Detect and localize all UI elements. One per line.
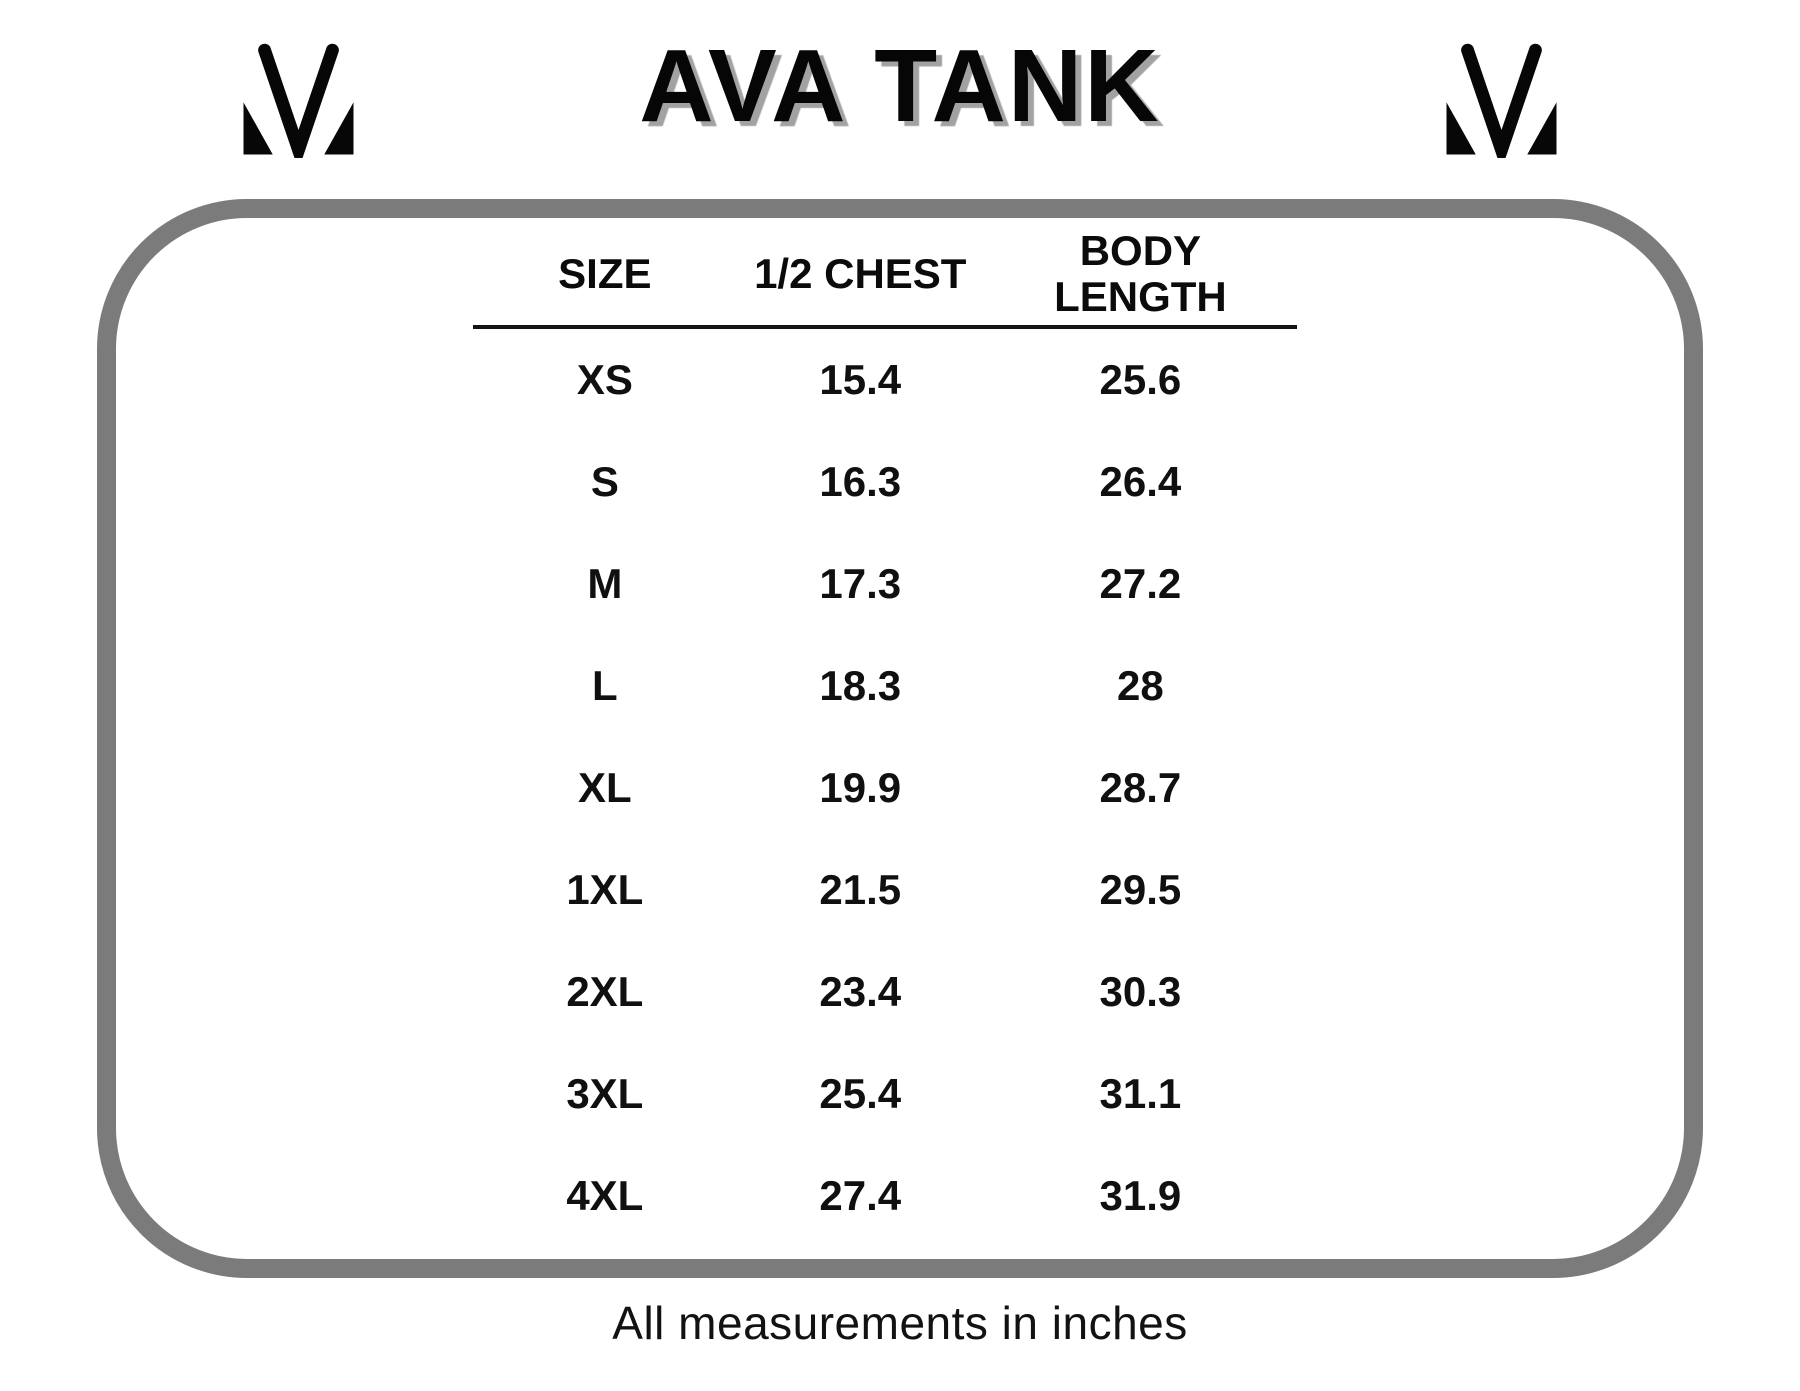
cell-size: 1XL	[566, 866, 644, 913]
table-row: M 17.3 27.2	[473, 533, 1297, 635]
cell-size: M	[587, 560, 623, 607]
brand-logo-right	[1443, 42, 1560, 158]
cell-body-length: 27.2	[1099, 560, 1182, 607]
cell-half-chest: 23.4	[819, 968, 902, 1015]
table-row: 4XL 27.4 31.9	[473, 1145, 1297, 1247]
table-row: 3XL 25.4 31.1	[473, 1043, 1297, 1145]
brand-m-logo-icon	[243, 43, 354, 158]
cell-half-chest: 15.4	[819, 356, 902, 403]
table-row: L 18.3 28	[473, 635, 1297, 737]
brand-m-logo-icon	[1446, 43, 1557, 158]
cell-body-length: 30.3	[1099, 968, 1182, 1015]
cell-half-chest: 18.3	[819, 662, 902, 709]
page-title: AVA TANK	[639, 28, 1161, 143]
column-header-size: SIZE	[473, 249, 737, 297]
column-header-body-length: BODY LENGTH	[984, 228, 1297, 319]
table-row: XS 15.4 25.6	[473, 329, 1297, 431]
cell-half-chest: 16.3	[819, 458, 902, 505]
cell-size: 3XL	[566, 1070, 644, 1117]
size-chart-table: SIZE 1/2 CHEST BODY LENGTH XS 15.4 25.6 …	[473, 222, 1297, 1247]
cell-body-length: 28.7	[1099, 764, 1182, 811]
cell-half-chest: 17.3	[819, 560, 902, 607]
cell-body-length: 31.1	[1099, 1070, 1182, 1117]
table-row: XL 19.9 28.7	[473, 737, 1297, 839]
table-row: 1XL 21.5 29.5	[473, 839, 1297, 941]
column-header-half-chest: 1/2 CHEST	[737, 249, 984, 297]
table-body: XS 15.4 25.6 S 16.3 26.4 M 17.3 27.2 L 1…	[473, 329, 1297, 1247]
cell-body-length: 26.4	[1099, 458, 1182, 505]
column-header-body-length-label: BODY LENGTH	[1054, 227, 1227, 320]
cell-half-chest: 27.4	[819, 1172, 902, 1219]
cell-body-length: 28	[1117, 662, 1164, 709]
cell-size: XS	[576, 356, 633, 403]
measurements-footnote: All measurements in inches	[612, 1297, 1188, 1349]
cell-size: 4XL	[566, 1172, 644, 1219]
brand-logo-left	[240, 42, 357, 158]
cell-body-length: 29.5	[1099, 866, 1182, 913]
column-header-half-chest-label: 1/2 CHEST	[754, 249, 967, 297]
cell-size: L	[592, 662, 618, 709]
cell-half-chest: 19.9	[819, 764, 902, 811]
table-row: 2XL 23.4 30.3	[473, 941, 1297, 1043]
cell-size: XL	[578, 764, 632, 811]
size-chart-panel	[97, 199, 1703, 1278]
cell-body-length: 31.9	[1099, 1172, 1182, 1219]
table-header-row: SIZE 1/2 CHEST BODY LENGTH	[473, 222, 1297, 329]
cell-half-chest: 21.5	[819, 866, 902, 913]
cell-body-length: 25.6	[1099, 356, 1182, 403]
cell-half-chest: 25.4	[819, 1070, 902, 1117]
table-row: S 16.3 26.4	[473, 431, 1297, 533]
cell-size: S	[590, 458, 619, 505]
cell-size: 2XL	[566, 968, 644, 1015]
column-header-size-label: SIZE	[558, 249, 652, 297]
